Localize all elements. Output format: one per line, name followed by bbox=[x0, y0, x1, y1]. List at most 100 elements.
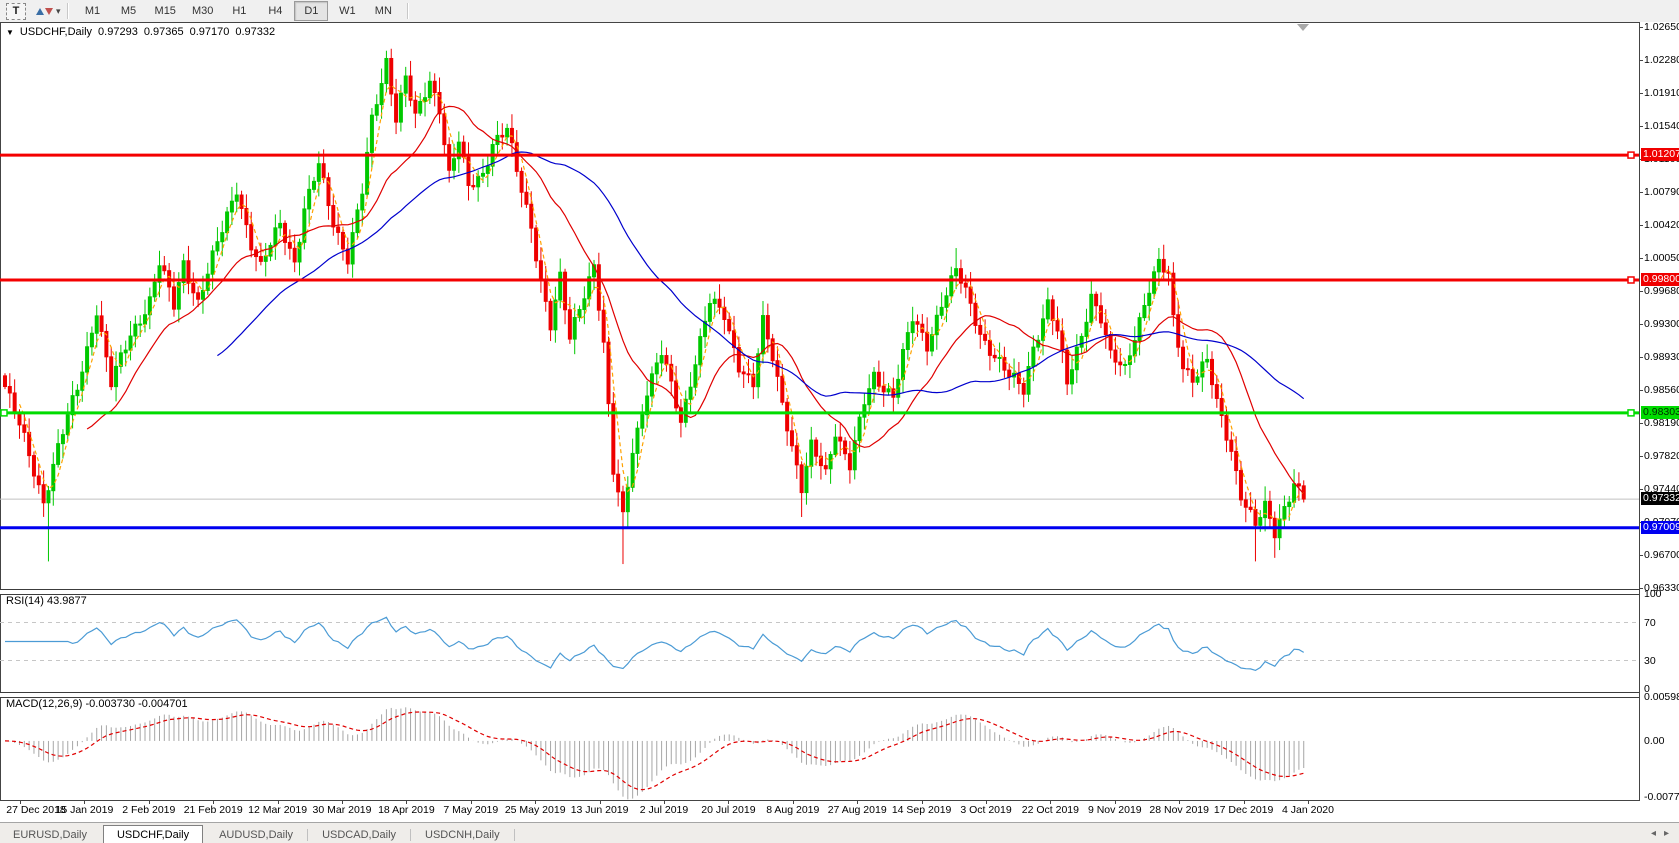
date-tick bbox=[535, 801, 537, 804]
date-label: 7 May 2019 bbox=[443, 804, 499, 816]
price-tick bbox=[1639, 489, 1643, 491]
tab-scroll-left-icon[interactable]: ◂ bbox=[1650, 828, 1656, 839]
chart-window[interactable]: ▼ USDCHF,Daily 0.97293 0.97365 0.97170 0… bbox=[0, 21, 1679, 822]
price-tick-label: 1.02650 bbox=[1644, 21, 1679, 33]
price-tick bbox=[1639, 224, 1643, 226]
date-tick bbox=[1050, 801, 1052, 804]
price-tick bbox=[1639, 555, 1643, 557]
date-tick bbox=[792, 801, 794, 804]
price-tag-1.01207: 1.01207 bbox=[1641, 148, 1679, 162]
price-axis-border bbox=[1639, 22, 1640, 801]
date-label: 27 Aug 2019 bbox=[827, 804, 887, 816]
date-tick bbox=[20, 801, 21, 804]
date-tick bbox=[1179, 801, 1181, 804]
collapse-icon[interactable]: ▼ bbox=[6, 27, 14, 37]
tab-divider bbox=[410, 829, 412, 841]
date-tick bbox=[857, 801, 859, 804]
timeframe-button-d1[interactable]: D1 bbox=[294, 1, 329, 21]
macd-label: MACD(12,26,9) -0.003730 -0.004701 bbox=[6, 698, 188, 710]
date-label: 18 Apr 2019 bbox=[378, 804, 435, 816]
timeframe-button-m15[interactable]: M15 bbox=[154, 5, 176, 17]
date-tick bbox=[664, 801, 665, 804]
timeframe-button-w1[interactable]: W1 bbox=[339, 5, 356, 17]
text-tool-icon[interactable]: T bbox=[6, 2, 26, 20]
date-label: 28 Nov 2019 bbox=[1149, 804, 1209, 816]
rsi-line bbox=[5, 616, 1305, 672]
macd-signal-line bbox=[4, 711, 1304, 791]
ma-line-4 bbox=[18, 84, 1304, 522]
arrows-style-icon[interactable]: ▾ bbox=[36, 6, 61, 17]
chart-tab-audusd[interactable]: AUDUSD,Daily bbox=[219, 829, 294, 841]
date-tick bbox=[84, 801, 86, 804]
timeframe-button-m5[interactable]: M5 bbox=[120, 5, 137, 17]
timeframe-button-h4[interactable]: H4 bbox=[268, 5, 283, 17]
toolbar-separator bbox=[407, 3, 410, 19]
rsi-tick-label: 30 bbox=[1644, 654, 1656, 667]
price-tick bbox=[1639, 357, 1643, 359]
rsi-tick-label: 70 bbox=[1644, 616, 1656, 629]
date-tick bbox=[1243, 801, 1245, 804]
date-tick bbox=[342, 801, 343, 804]
date-tick bbox=[921, 801, 923, 804]
date-label: 2 Feb 2019 bbox=[122, 804, 176, 816]
price-tick-label: 1.01540 bbox=[1644, 119, 1679, 132]
price-tick bbox=[1639, 125, 1643, 127]
panel-separator[interactable] bbox=[0, 692, 1640, 698]
top-toolbar: T ▾ M1 M5 M15 M30 H1 H4 D1 W1 MN bbox=[0, 0, 1679, 23]
date-label: 25 May 2019 bbox=[504, 804, 566, 816]
chart-end-marker-icon bbox=[1297, 24, 1309, 31]
price-tick bbox=[1639, 290, 1643, 292]
date-tick bbox=[213, 801, 215, 804]
timeframe-button-m1[interactable]: M1 bbox=[84, 5, 101, 17]
arrow-down-icon bbox=[45, 7, 53, 15]
date-label: 22 Oct 2019 bbox=[1021, 804, 1079, 816]
date-tick bbox=[728, 801, 730, 804]
open-value: 0.97293 bbox=[98, 26, 138, 38]
chart-symbol-label: USDCHF,Daily bbox=[19, 26, 93, 38]
date-tick bbox=[470, 801, 472, 804]
price-tick-label: 0.99300 bbox=[1644, 318, 1679, 331]
macd-tick-label: -0.00773 bbox=[1644, 791, 1679, 804]
date-label: 27 Dec 2018 bbox=[6, 804, 66, 816]
date-tick bbox=[148, 801, 150, 804]
macd-canvas[interactable] bbox=[0, 695, 1639, 800]
chart-tab-usdchf[interactable]: USDCHF,Daily bbox=[102, 825, 204, 843]
panel-separator[interactable] bbox=[0, 589, 1640, 595]
timeframe-button-m30[interactable]: M30 bbox=[191, 5, 214, 17]
price-tag-0.97332: 0.97332 bbox=[1641, 492, 1679, 506]
chart-tab-usdcad[interactable]: USDCAD,Daily bbox=[322, 829, 397, 841]
price-tag-0.97009: 0.97009 bbox=[1641, 520, 1679, 534]
price-tick-label: 1.01910 bbox=[1644, 86, 1679, 99]
date-tick bbox=[1308, 801, 1309, 804]
tab-scroll-right-icon[interactable]: ▸ bbox=[1663, 828, 1669, 839]
timeframe-button-h1[interactable]: H1 bbox=[232, 5, 247, 17]
chart-tab-eurusd[interactable]: EURUSD,Daily bbox=[13, 829, 87, 841]
date-label: 20 Jul 2019 bbox=[701, 804, 756, 816]
rsi-canvas[interactable] bbox=[0, 592, 1639, 691]
chart-tab-usdcnh[interactable]: USDCNH,Daily bbox=[425, 829, 500, 841]
low-value: 0.97170 bbox=[189, 26, 230, 38]
price-chart-canvas[interactable] bbox=[0, 23, 1639, 589]
price-tag-0.98303: 0.98303 bbox=[1641, 405, 1679, 419]
date-label: 21 Feb 2019 bbox=[183, 804, 243, 816]
ma-line-45 bbox=[217, 151, 1305, 400]
arrow-up-icon bbox=[36, 7, 44, 15]
date-tick bbox=[986, 801, 987, 804]
price-tag-0.99800: 0.99800 bbox=[1641, 272, 1679, 286]
date-label: 13 Jun 2019 bbox=[570, 804, 629, 816]
price-tick-label: 0.96330 bbox=[1644, 582, 1679, 595]
price-tick-label: 1.00420 bbox=[1644, 218, 1679, 231]
price-tick-label: 0.98560 bbox=[1644, 384, 1679, 397]
rsi-label: RSI(14) 43.9877 bbox=[6, 595, 87, 607]
macd-tick-label: 0.005986 bbox=[1644, 691, 1679, 704]
tab-divider bbox=[307, 829, 309, 841]
price-tick bbox=[1639, 92, 1643, 94]
price-tick bbox=[1639, 422, 1643, 424]
timeframe-button-mn[interactable]: MN bbox=[374, 5, 392, 17]
price-tick-label: 1.00050 bbox=[1644, 251, 1679, 264]
rsi-tick-label: 100 bbox=[1644, 588, 1662, 600]
date-label: 30 Mar 2019 bbox=[312, 804, 372, 816]
chart-border bbox=[0, 22, 1640, 23]
chart-tab-bar: EURUSD,Daily USDCHF,Daily AUDUSD,Daily USDC… bbox=[0, 822, 1679, 843]
price-tick bbox=[1639, 192, 1643, 194]
